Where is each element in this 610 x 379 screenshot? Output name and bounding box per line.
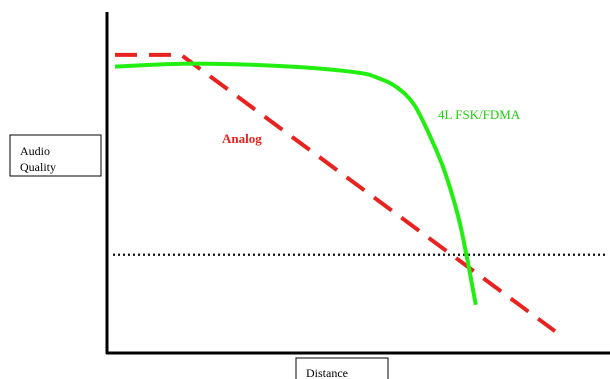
x-axis-label-frame xyxy=(295,357,389,379)
legend-label-analog: Analog xyxy=(222,131,262,146)
x-axis-label-box: Distance xyxy=(295,357,389,379)
y-axis-label-line-1: Audio xyxy=(20,144,50,158)
y-axis-label-line-2: Quality xyxy=(20,160,56,174)
y-axis-label-frame xyxy=(9,134,102,177)
plot-area: Audio Quality Distance Analog 4L FSK/FDM… xyxy=(9,12,610,379)
y-axis-label-box: Audio Quality xyxy=(9,134,102,177)
legend-label-fsk: 4L FSK/FDMA xyxy=(438,107,521,122)
series-line-fsk-fdma xyxy=(114,61,478,306)
series-line-analog xyxy=(115,52,557,333)
x-axis-label: Distance xyxy=(306,366,348,379)
series-layer xyxy=(113,52,605,333)
